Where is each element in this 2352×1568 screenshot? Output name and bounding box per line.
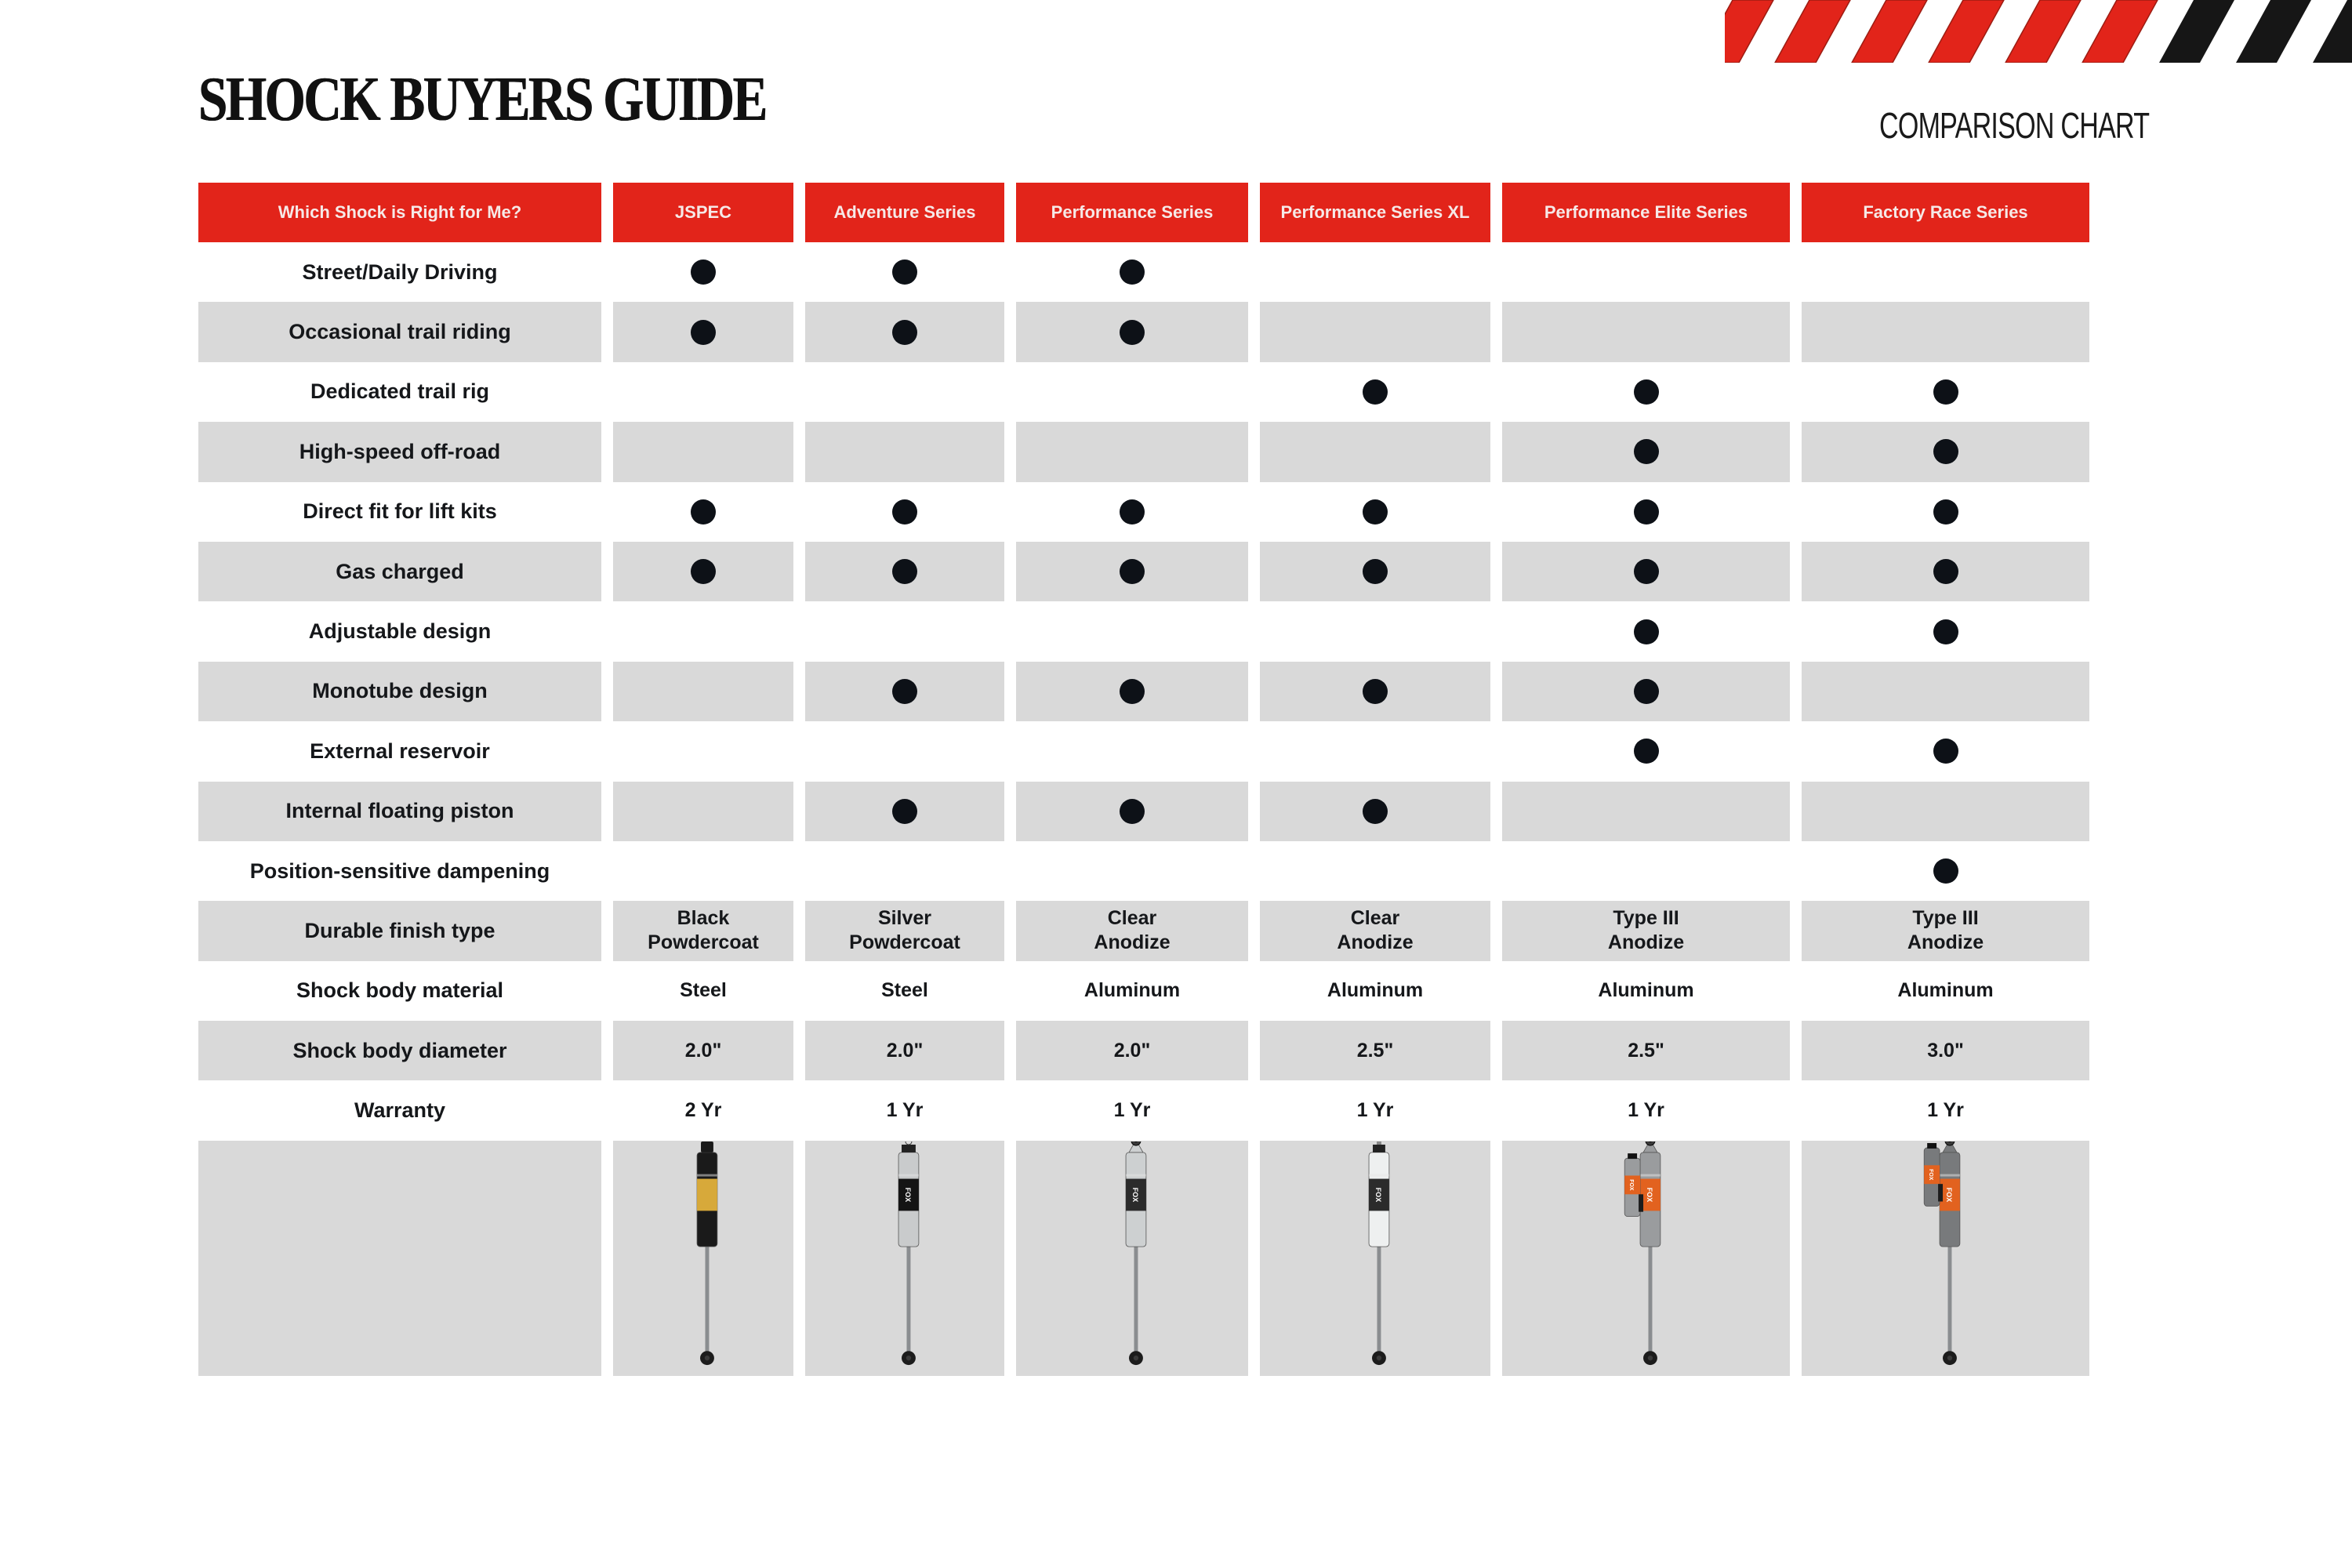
svg-text:FOX: FOX xyxy=(1645,1188,1653,1202)
svg-text:FOX: FOX xyxy=(1628,1179,1634,1191)
svg-text:FOX: FOX xyxy=(904,1188,912,1202)
svg-text:FOX: FOX xyxy=(1131,1188,1139,1202)
svg-text:FOX: FOX xyxy=(1374,1188,1382,1202)
svg-text:FOX: FOX xyxy=(1928,1169,1933,1181)
svg-text:FOX: FOX xyxy=(1944,1188,1952,1202)
